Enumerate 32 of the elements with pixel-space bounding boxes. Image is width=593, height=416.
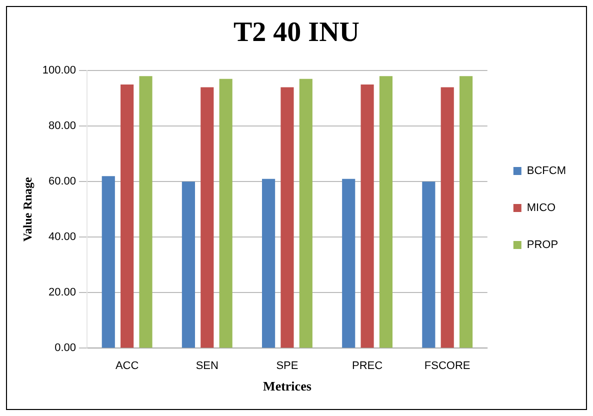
x-tick-label: SEN: [196, 360, 219, 372]
bar: [460, 76, 473, 348]
x-tick-label: FSCORE: [424, 360, 470, 372]
y-tick-label: 60.00: [48, 176, 76, 188]
bar: [379, 76, 393, 348]
bar: [182, 182, 196, 348]
bar: [280, 87, 294, 348]
y-tick-label: 20.00: [48, 286, 76, 299]
x-tick-label: PREC: [352, 360, 383, 372]
legend-label: MICO: [526, 202, 556, 214]
bar: [102, 176, 115, 348]
y-tick-label: 0.00: [54, 342, 76, 354]
bar: [139, 76, 152, 348]
x-axis-title: Metrices: [263, 378, 312, 394]
bar: [342, 178, 356, 348]
bar: [422, 182, 436, 348]
y-tick-label: 40.00: [48, 231, 76, 244]
y-axis-title: Value Rnage: [20, 176, 34, 242]
y-tick-label: 100.00: [42, 64, 76, 77]
bar: [262, 178, 276, 348]
bar: [120, 84, 134, 348]
legend-label: BCFCM: [526, 165, 566, 178]
bar: [440, 87, 454, 348]
bar: [219, 78, 232, 348]
bar: [200, 87, 214, 348]
bar: [299, 78, 312, 348]
x-tick-label: SPE: [276, 360, 298, 372]
x-tick-label: ACC: [115, 360, 139, 372]
legend-label: PROP: [526, 239, 558, 252]
chart-title: T2 40 INU: [233, 17, 360, 48]
y-tick-label: 80.00: [48, 120, 76, 132]
bar: [360, 84, 374, 348]
